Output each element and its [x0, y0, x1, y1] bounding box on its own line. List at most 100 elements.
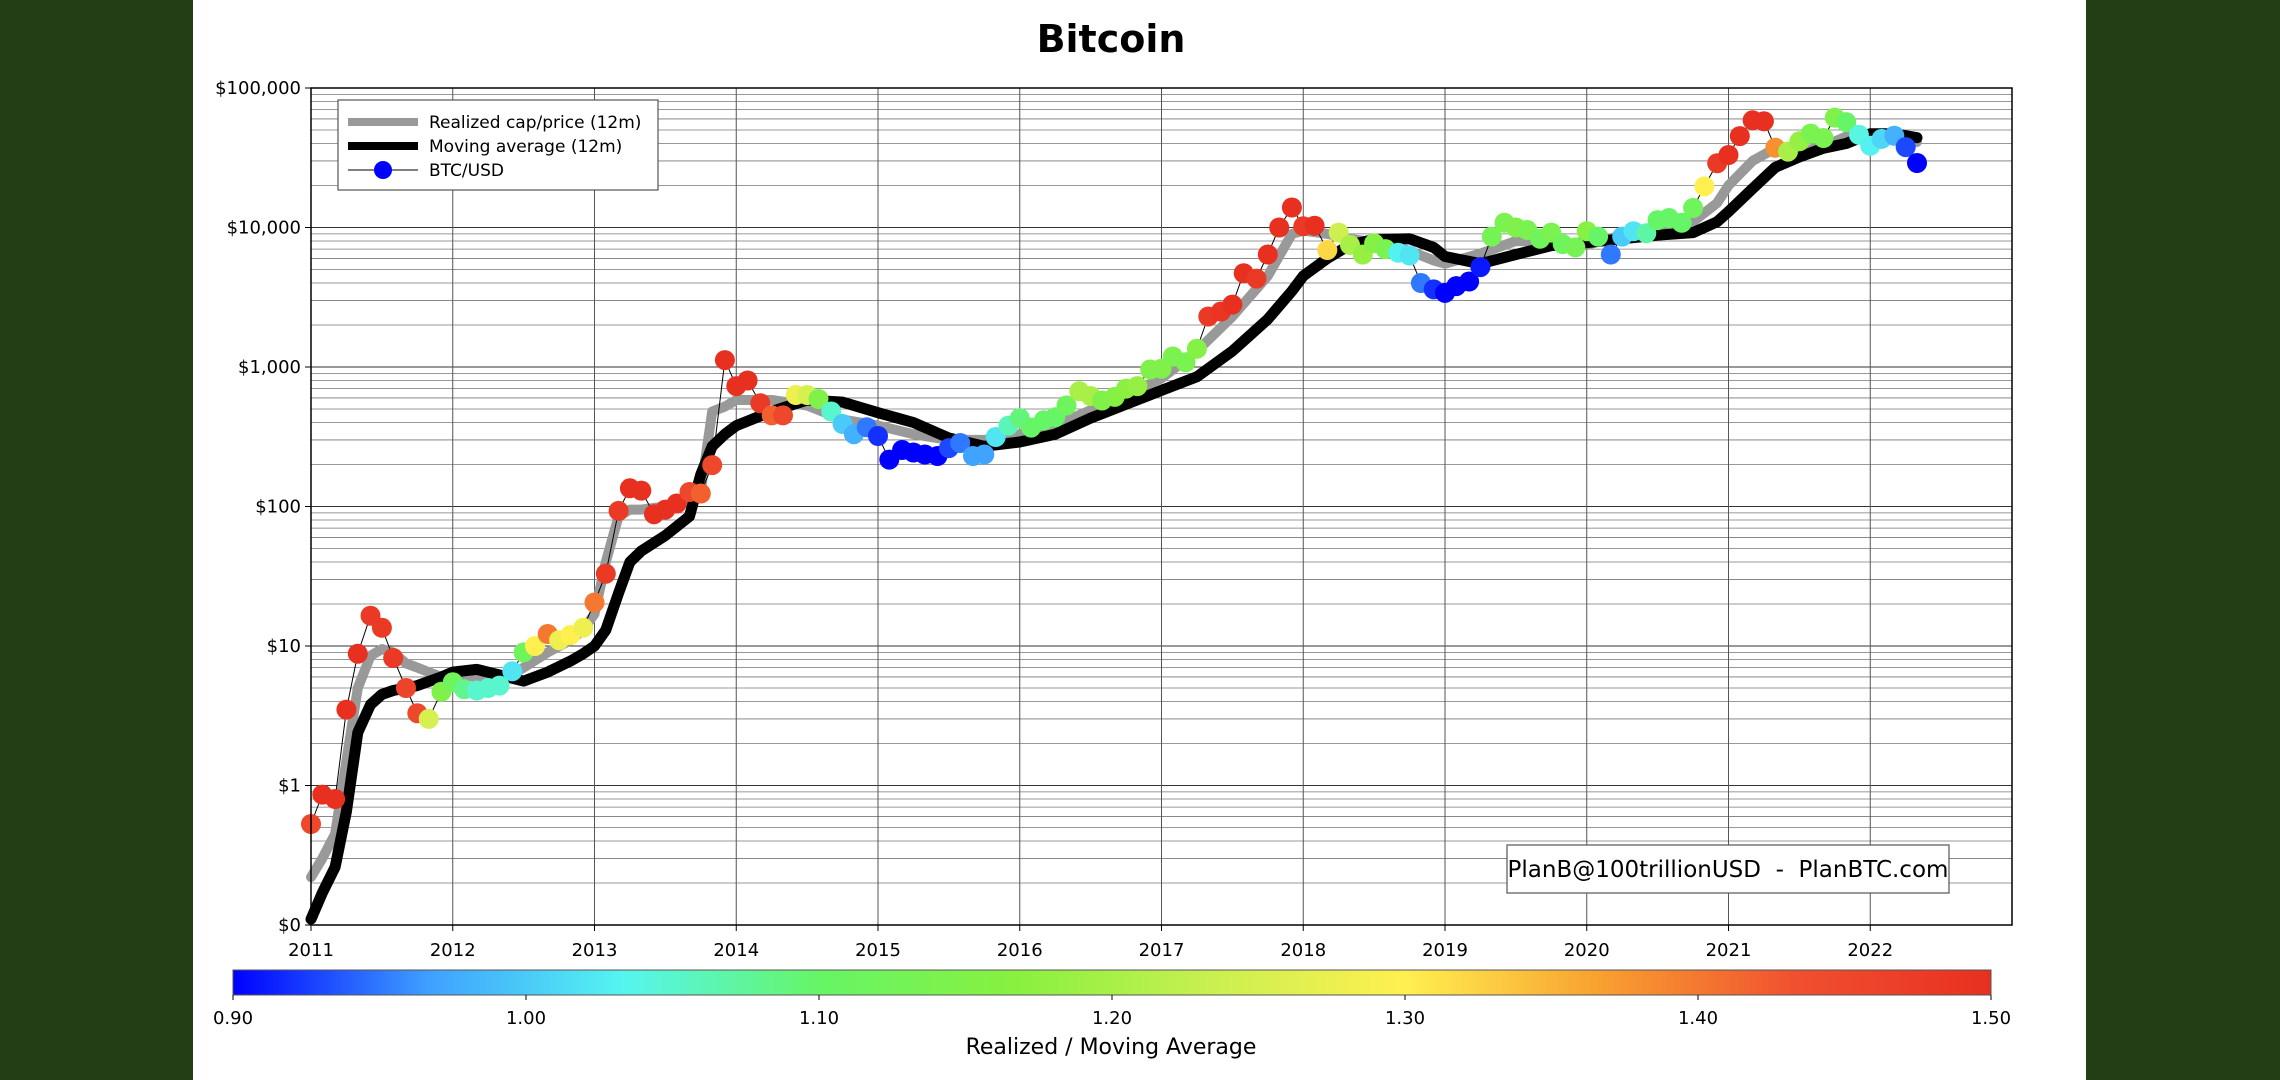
btc-price-marker	[1683, 198, 1704, 218]
colorbar-ticks: 0.90 1.00 1.10 1.20 1.30 1.40 1.50	[213, 995, 2011, 1029]
chart-title: Bitcoin	[1037, 17, 1186, 61]
x-tick-label: 2012	[430, 940, 476, 961]
legend: Realized cap/price (12m) Moving average …	[337, 99, 659, 191]
x-tick-label: 2021	[1706, 940, 1752, 961]
btc-price-marker	[1636, 223, 1657, 244]
btc-price-marker	[1907, 153, 1927, 173]
colorbar-tick-label: 1.40	[1678, 1008, 1718, 1029]
btc-price-marker	[371, 617, 392, 638]
btc-price-marker	[1718, 145, 1739, 165]
btc-price-marker	[773, 405, 793, 426]
btc-price-marker	[418, 708, 439, 729]
btc-price-marker	[1127, 376, 1148, 397]
annotation-text: PlanB@100trillionUSD - PlanBTC.com	[1508, 857, 1949, 883]
btc-price-marker	[1588, 226, 1609, 247]
btc-price-marker	[1836, 112, 1857, 133]
btc-price-marker	[502, 661, 523, 682]
btc-price-marker	[1246, 268, 1267, 289]
legend-btc-label: BTC/USD	[429, 161, 504, 181]
btc-price-marker	[608, 500, 629, 521]
btc-price-marker	[1186, 338, 1207, 359]
btc-price-marker	[950, 433, 971, 453]
y-tick-label: $0	[278, 915, 301, 936]
btc-price-marker	[1304, 215, 1325, 236]
y-tick-label: $10,000	[227, 218, 301, 239]
colorbar-tick-label: 1.50	[1971, 1008, 2011, 1029]
x-tick-label: 2022	[1847, 940, 1893, 961]
btc-price-marker	[1459, 271, 1480, 292]
chart-svg: Bitcoin 2011 2012 2013 2014 2015 2016 2017 2018…	[213, 17, 2013, 1060]
legend-btc-marker	[374, 161, 392, 179]
btc-price-marker	[396, 678, 416, 698]
y-axis-ticks: $0 $1 $10 $100 $1,000 $10,000 $100,000	[215, 78, 311, 936]
btc-price-marker	[336, 699, 357, 720]
btc-price-marker	[489, 675, 510, 696]
btc-price-marker	[666, 493, 687, 514]
colorbar-tick-label: 1.00	[506, 1008, 546, 1029]
btc-price-marker	[1269, 217, 1290, 238]
btc-price-marker	[1481, 226, 1502, 247]
btc-price-marker	[1175, 352, 1196, 373]
x-tick-label: 2020	[1564, 940, 1610, 961]
btc-price-marker	[383, 648, 404, 668]
btc-price-marker	[584, 592, 605, 613]
x-tick-label: 2013	[572, 940, 618, 961]
btc-price-marker	[1694, 176, 1715, 197]
btc-price-marker	[808, 389, 829, 409]
y-tick-label: $10	[267, 636, 301, 657]
btc-price-marker	[1281, 197, 1302, 218]
series-layer	[301, 107, 1927, 925]
btc-price-marker	[573, 617, 594, 638]
x-tick-label: 2011	[288, 940, 334, 961]
x-tick-label: 2014	[713, 940, 759, 961]
y-tick-label: $1	[278, 776, 301, 797]
btc-price-marker	[631, 480, 652, 501]
annotation-box: PlanB@100trillionUSD - PlanBTC.com	[1506, 844, 1950, 894]
btc-price-marker	[1753, 111, 1774, 132]
btc-price-marker	[1317, 240, 1338, 260]
x-tick-label: 2016	[997, 940, 1043, 961]
btc-price-marker	[702, 455, 723, 476]
btc-price-marker	[595, 563, 616, 584]
btc-price-marker	[1671, 212, 1692, 233]
btc-price-marker	[325, 789, 346, 809]
btc-price-marker	[1222, 294, 1243, 315]
btc-price-marker	[1056, 395, 1077, 416]
btc-price-marker	[737, 370, 758, 391]
btc-price-marker	[1399, 245, 1420, 266]
x-tick-label: 2015	[855, 940, 901, 961]
btc-price-marker	[714, 350, 735, 371]
legend-realized-label: Realized cap/price (12m)	[429, 113, 641, 133]
y-tick-label: $1,000	[238, 357, 301, 378]
y-tick-label: $100,000	[215, 78, 301, 99]
btc-price-marker	[1729, 126, 1750, 147]
btc-price-marker	[525, 636, 545, 656]
plot-grid	[310, 88, 2012, 926]
colorbar	[232, 969, 1992, 996]
colorbar-tick-label: 0.90	[213, 1008, 253, 1029]
colorbar-label: Realized / Moving Average	[966, 1035, 1257, 1060]
chart-figure: Bitcoin 2011 2012 2013 2014 2015 2016 2017 2018…	[193, 0, 2086, 1080]
x-tick-label: 2017	[1139, 940, 1185, 961]
y-tick-label: $100	[255, 497, 301, 518]
btc-price-marker	[974, 444, 995, 465]
annotation-border	[1506, 844, 1950, 894]
btc-price-marker	[1470, 257, 1491, 278]
x-tick-label: 2019	[1422, 940, 1468, 961]
btc-price-marker	[1600, 244, 1621, 265]
btc-price-marker	[347, 643, 368, 664]
colorbar-tick-label: 1.20	[1092, 1008, 1132, 1029]
btc-price-marker	[1895, 137, 1916, 158]
x-axis-ticks: 2011 2012 2013 2014 2015 2016 2017 2018 2019 2020…	[288, 925, 1893, 961]
btc-price-marker	[1565, 237, 1586, 258]
colorbar-tick-label: 1.30	[1385, 1008, 1425, 1029]
btc-price-marker	[1813, 128, 1834, 148]
plot-frame	[310, 87, 2013, 926]
btc-price-marker	[1257, 244, 1278, 265]
btc-price-marker	[868, 426, 888, 446]
btc-price-marker	[985, 427, 1006, 447]
colorbar-tick-label: 1.10	[799, 1008, 839, 1029]
legend-moving-average-label: Moving average (12m)	[429, 137, 622, 157]
moving-average-line	[305, 128, 1923, 925]
x-tick-label: 2018	[1280, 940, 1326, 961]
